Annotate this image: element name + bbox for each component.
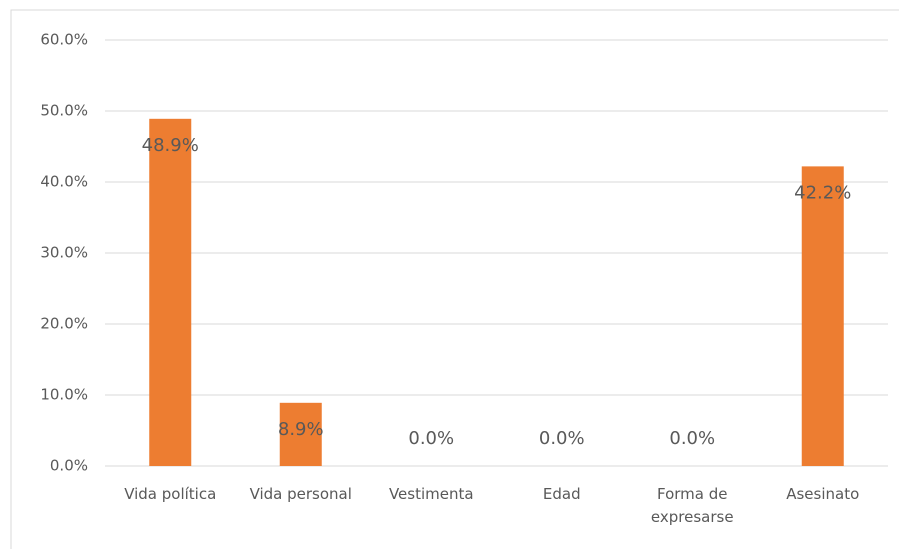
data-label: 0.0% [408, 428, 454, 449]
x-tick-label: Asesinato [786, 485, 860, 503]
data-label: 0.0% [669, 428, 715, 449]
y-tick-label: 10.0% [40, 386, 88, 404]
bar [801, 166, 844, 466]
y-tick-label: 0.0% [50, 457, 88, 475]
x-tick-label: Vida política [124, 485, 217, 503]
x-tick-label: Vida personal [249, 485, 352, 503]
y-tick-label: 60.0% [40, 31, 88, 49]
data-label: 0.0% [539, 428, 585, 449]
x-tick-label: Vestimenta [388, 485, 474, 503]
y-tick-label: 50.0% [40, 102, 88, 120]
bar [279, 402, 322, 466]
chart-border [10, 9, 899, 549]
data-label: 8.9% [278, 419, 324, 440]
data-label: 48.9% [142, 135, 199, 156]
y-tick-label: 20.0% [40, 315, 88, 333]
bar [149, 118, 192, 466]
y-tick-label: 30.0% [40, 244, 88, 262]
data-label: 42.2% [794, 182, 851, 203]
x-tick-label: Forma de expresarse [650, 485, 734, 526]
x-tick-label: Edad [542, 485, 581, 503]
y-tick-label: 40.0% [40, 173, 88, 191]
